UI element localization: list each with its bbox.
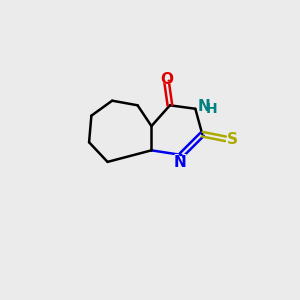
Text: O: O <box>160 72 173 87</box>
Text: N: N <box>173 153 188 171</box>
Text: S: S <box>226 131 239 149</box>
Text: H: H <box>206 102 218 116</box>
Text: N: N <box>174 155 187 170</box>
Text: O: O <box>159 70 174 88</box>
Text: S: S <box>227 132 238 147</box>
Text: N: N <box>198 99 211 114</box>
